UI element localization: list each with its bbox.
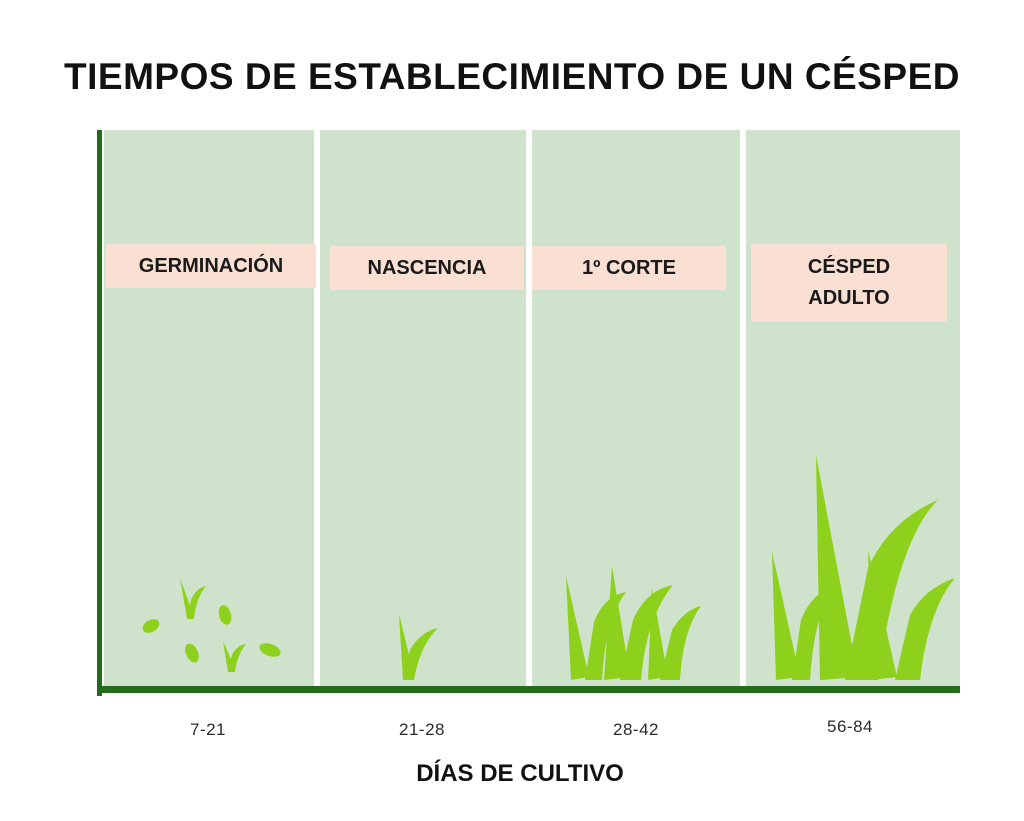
sprout-icon (399, 614, 438, 680)
seeds-and-sprouts-icon (142, 578, 281, 672)
stage-label-emergence: NASCENCIA (330, 246, 524, 290)
days-range-emergence: 21-28 (399, 720, 445, 739)
stage-panel-germination (104, 130, 314, 686)
diagram-title: TIEMPOS DE ESTABLECIMIENTO DE UN CÉSPED (64, 56, 960, 97)
y-axis-line (97, 130, 102, 696)
stage-label-germination: GERMINACIÓN (106, 244, 316, 288)
stage-label-adult-lawn: CÉSPED ADULTO (751, 244, 947, 322)
days-range-first-cut: 28-42 (613, 720, 659, 739)
short-grass-icon (566, 566, 701, 680)
x-axis-title: DÍAS DE CULTIVO (416, 760, 624, 787)
stage-panel-emergence (320, 130, 526, 686)
days-range-adult-lawn: 56-84 (827, 717, 873, 736)
stage-panel-adult-lawn (746, 130, 960, 686)
days-range-germination: 7-21 (189, 720, 227, 739)
stage-label-first-cut: 1º CORTE (532, 246, 726, 290)
adult-grass-icon (772, 455, 955, 680)
stage-panel-first-cut (532, 130, 740, 686)
x-axis-line (97, 686, 960, 693)
